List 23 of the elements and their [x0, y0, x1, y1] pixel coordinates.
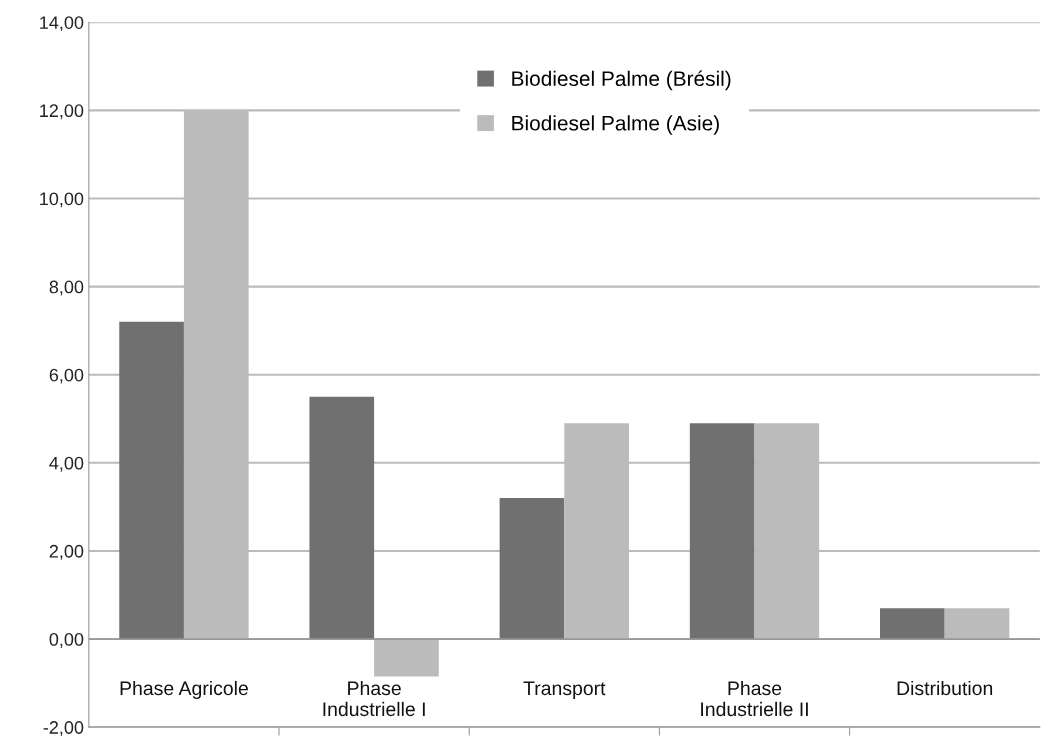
x-tick-label: Distribution	[897, 680, 993, 696]
y-tick-label: 12,00	[40, 104, 84, 120]
legend-label: Biodiesel Palme (Brésil)	[512, 70, 731, 91]
bar	[374, 639, 439, 677]
x-tick-label: Transport	[523, 681, 606, 700]
legend-label: Biodiesel Palme (Asie)	[512, 115, 719, 135]
x-tick-label: Phase Agricole	[120, 680, 248, 700]
bar	[309, 396, 375, 640]
y-tick-label: 10,00	[40, 192, 84, 208]
y-tick-label: 0,00	[49, 632, 84, 648]
bar	[689, 423, 755, 640]
bar	[119, 321, 184, 640]
x-tick-label: Phase Industrielle I	[323, 680, 425, 717]
y-tick-label: -2,00	[43, 721, 84, 737]
bar	[944, 608, 1010, 640]
y-tick-label: 8,00	[49, 280, 84, 296]
y-tick-label: 14,00	[40, 16, 84, 32]
bar	[499, 498, 565, 640]
bar	[880, 608, 945, 640]
y-tick-label: 4,00	[49, 456, 84, 472]
x-tick-label: Phase Industrielle II	[701, 680, 808, 717]
y-tick-label: 2,00	[49, 544, 84, 560]
y-tick-label: 6,00	[49, 368, 84, 384]
